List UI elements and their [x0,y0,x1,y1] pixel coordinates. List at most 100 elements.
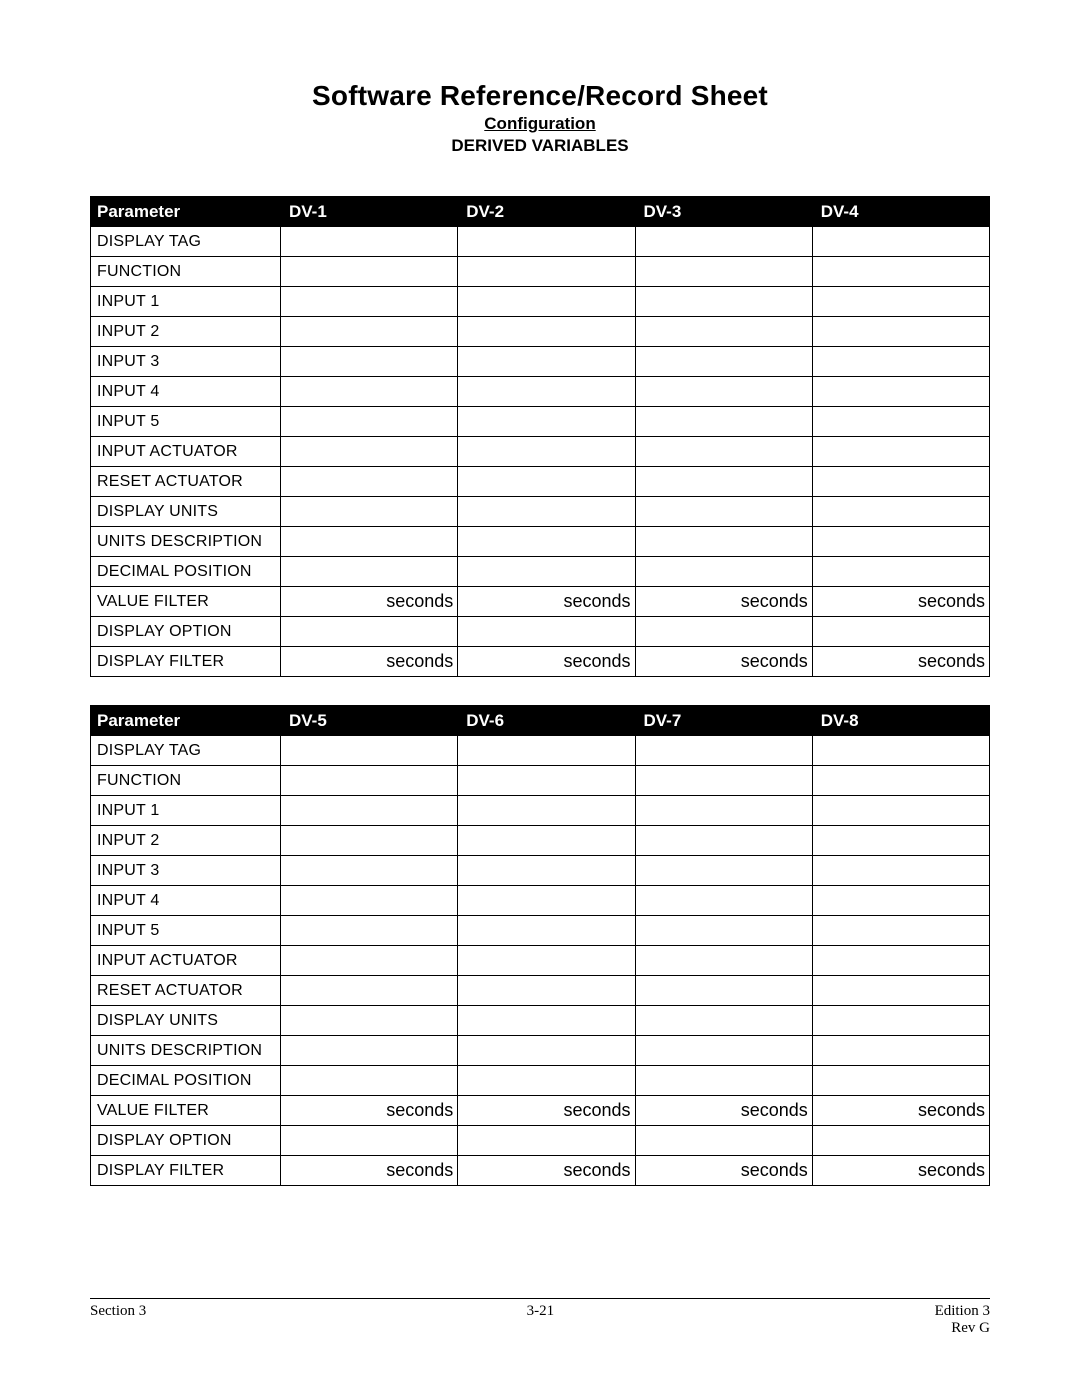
table-row: INPUT 3 [91,856,990,886]
parameter-name: INPUT 4 [91,886,281,916]
value-cell [281,796,458,826]
value-cell [812,1006,989,1036]
value-cell [458,826,635,856]
footer-rule [90,1298,990,1299]
table-row: INPUT 2 [91,317,990,347]
column-header: DV-4 [812,197,989,227]
value-cell [635,377,812,407]
value-cell [281,467,458,497]
column-header: DV-7 [635,706,812,736]
value-cell [281,407,458,437]
parameter-name: INPUT 3 [91,856,281,886]
value-cell [635,886,812,916]
value-cell [458,527,635,557]
parameter-name: VALUE FILTER [91,1096,281,1126]
table-row: DISPLAY UNITS [91,1006,990,1036]
parameter-name: UNITS DESCRIPTION [91,527,281,557]
parameter-name: INPUT 3 [91,347,281,377]
parameter-name: FUNCTION [91,257,281,287]
page-footer: Section 3 3-21 Edition 3 Rev G [90,1298,990,1337]
value-cell: seconds [812,1156,989,1186]
value-cell [458,557,635,587]
table-row: INPUT 1 [91,796,990,826]
value-cell [812,1126,989,1156]
value-cell [458,796,635,826]
value-cell [812,976,989,1006]
column-header: DV-6 [458,706,635,736]
value-cell [458,976,635,1006]
value-cell [635,946,812,976]
value-cell [635,617,812,647]
table-row: VALUE FILTERsecondssecondssecondsseconds [91,1096,990,1126]
value-cell: seconds [458,1156,635,1186]
value-cell: seconds [812,647,989,677]
value-cell [281,766,458,796]
value-cell [281,317,458,347]
parameter-name: DISPLAY TAG [91,736,281,766]
table-row: FUNCTION [91,766,990,796]
value-cell [635,467,812,497]
value-cell [458,617,635,647]
table-header-row: ParameterDV-1DV-2DV-3DV-4 [91,197,990,227]
value-cell [812,557,989,587]
value-cell [635,916,812,946]
parameter-name: INPUT 5 [91,407,281,437]
page: Software Reference/Record Sheet Configur… [0,0,1080,1397]
value-cell [812,1036,989,1066]
value-cell [635,557,812,587]
table-row: DISPLAY TAG [91,227,990,257]
value-cell [458,1006,635,1036]
value-cell [635,736,812,766]
column-header: DV-3 [635,197,812,227]
value-cell [281,497,458,527]
value-cell: seconds [458,587,635,617]
parameter-name: DISPLAY FILTER [91,1156,281,1186]
value-cell [458,1126,635,1156]
value-cell [812,347,989,377]
parameter-name: RESET ACTUATOR [91,976,281,1006]
table-row: INPUT 5 [91,916,990,946]
value-cell: seconds [281,587,458,617]
subtitle-configuration: Configuration [90,114,990,134]
parameter-name: INPUT 4 [91,377,281,407]
value-cell [281,916,458,946]
table-row: INPUT ACTUATOR [91,437,990,467]
table-row: DISPLAY FILTERsecondssecondssecondssecon… [91,1156,990,1186]
value-cell [812,407,989,437]
value-cell [635,976,812,1006]
value-cell [635,317,812,347]
value-cell [458,347,635,377]
value-cell [635,796,812,826]
value-cell [812,946,989,976]
value-cell [812,257,989,287]
value-cell [281,287,458,317]
table-row: INPUT 5 [91,407,990,437]
value-cell [635,497,812,527]
table-header-row: ParameterDV-5DV-6DV-7DV-8 [91,706,990,736]
value-cell [281,257,458,287]
subtitle-section: DERIVED VARIABLES [90,136,990,156]
parameter-name: DISPLAY OPTION [91,1126,281,1156]
parameter-name: DISPLAY FILTER [91,647,281,677]
value-cell [812,497,989,527]
value-cell [458,317,635,347]
value-cell [458,377,635,407]
value-cell [458,1066,635,1096]
parameter-name: UNITS DESCRIPTION [91,1036,281,1066]
value-cell [812,617,989,647]
parameter-table-1: ParameterDV-1DV-2DV-3DV-4DISPLAY TAGFUNC… [90,196,990,677]
tables-container: ParameterDV-1DV-2DV-3DV-4DISPLAY TAGFUNC… [90,196,990,1186]
value-cell [281,826,458,856]
parameter-table-2: ParameterDV-5DV-6DV-7DV-8DISPLAY TAGFUNC… [90,705,990,1186]
value-cell [635,1006,812,1036]
value-cell: seconds [281,1096,458,1126]
value-cell [281,557,458,587]
value-cell [458,916,635,946]
table-row: FUNCTION [91,257,990,287]
value-cell [281,347,458,377]
value-cell [281,856,458,886]
table-row: VALUE FILTERsecondssecondssecondsseconds [91,587,990,617]
value-cell [458,287,635,317]
value-cell: seconds [281,1156,458,1186]
value-cell [458,467,635,497]
